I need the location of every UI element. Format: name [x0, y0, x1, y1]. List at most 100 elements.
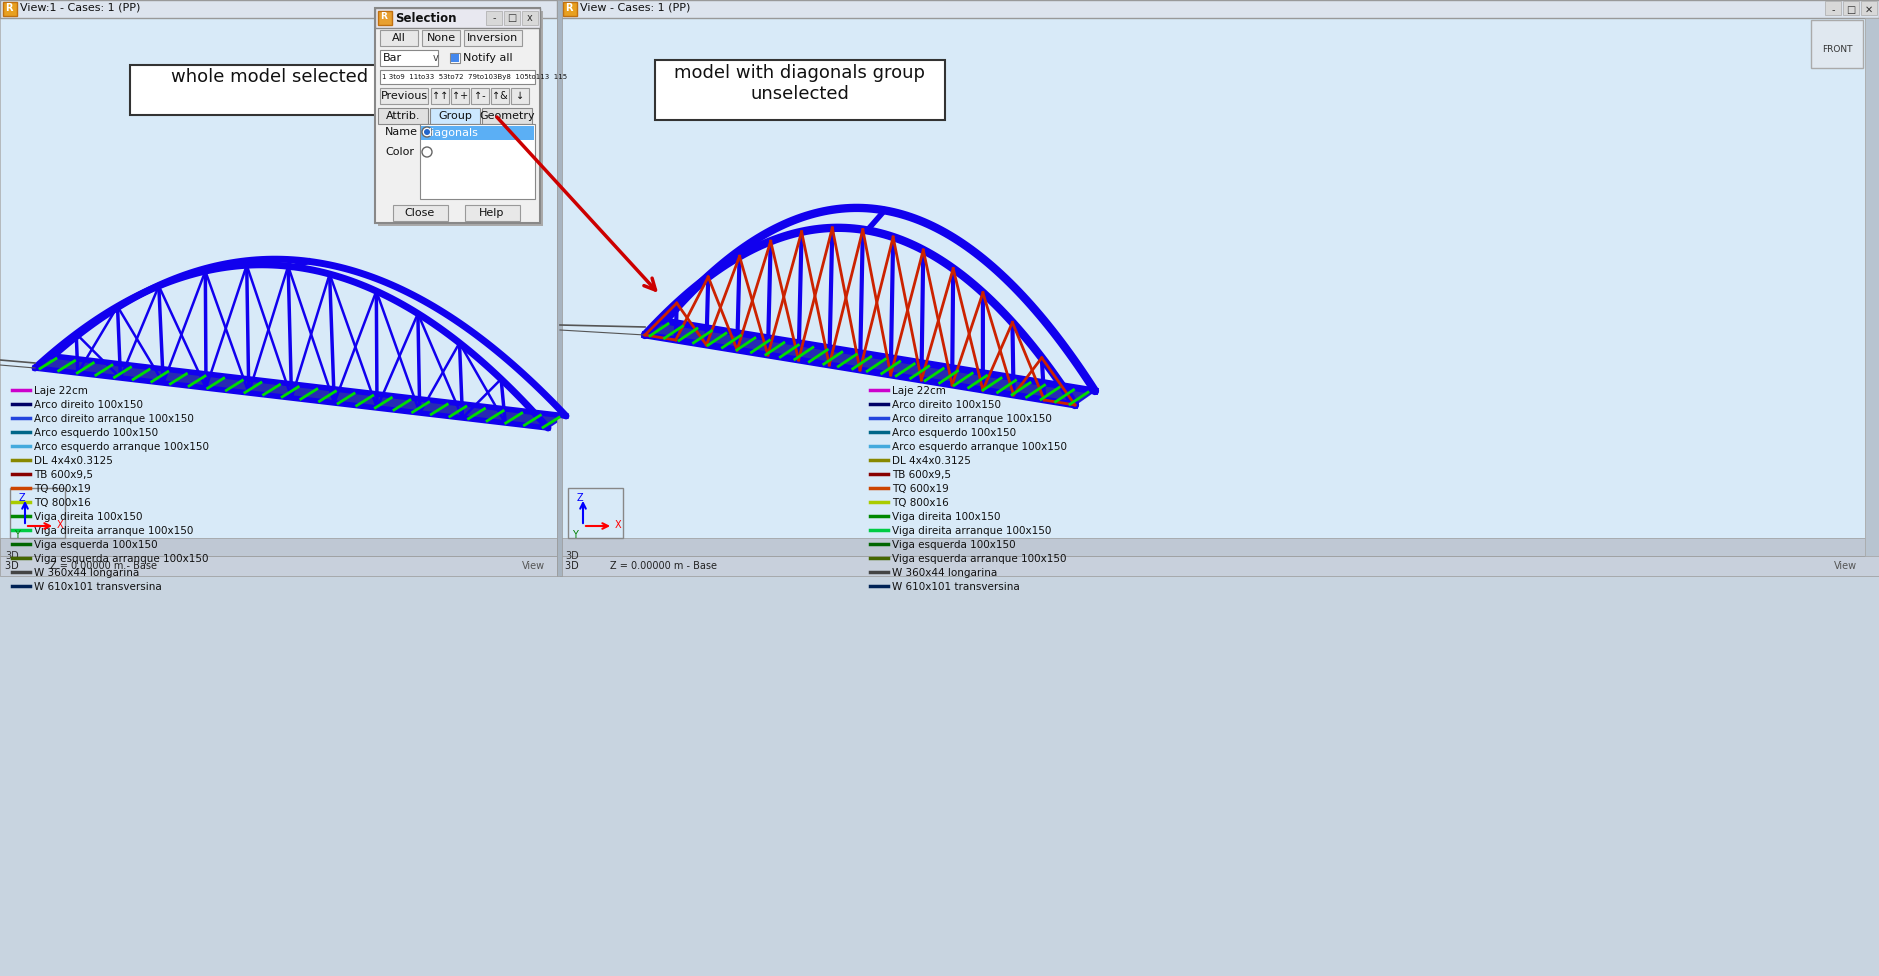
Text: R: R — [380, 12, 387, 21]
Text: diagonals: diagonals — [425, 128, 477, 138]
Bar — [522, 11, 537, 25]
Text: Laje 22cm: Laje 22cm — [893, 386, 945, 396]
Bar — [421, 124, 536, 199]
Text: Y: Y — [13, 530, 21, 540]
Text: ↑+: ↑+ — [453, 91, 468, 101]
Bar — [504, 11, 520, 25]
Text: TQ 600x19: TQ 600x19 — [34, 484, 90, 494]
Bar — [421, 126, 534, 140]
Text: 1 3to9  11to33  53to72  79to103By8  105to113  115: 1 3to9 11to33 53to72 79to103By8 105to113… — [381, 74, 567, 80]
Text: TB 600x9,5: TB 600x9,5 — [34, 470, 92, 480]
Text: Arco esquerdo arranque 100x150: Arco esquerdo arranque 100x150 — [34, 442, 209, 452]
Bar — [376, 8, 539, 28]
Bar — [567, 488, 624, 538]
Bar — [130, 65, 410, 115]
Bar — [380, 30, 417, 46]
Bar — [378, 108, 428, 124]
Bar — [380, 70, 536, 84]
Bar — [451, 88, 470, 104]
Bar — [376, 8, 539, 223]
Bar — [464, 30, 522, 46]
Text: Inversion: Inversion — [468, 33, 519, 43]
Text: None: None — [427, 33, 455, 43]
Text: All: All — [393, 33, 406, 43]
Text: Attrib.: Attrib. — [385, 111, 421, 121]
Bar — [430, 108, 479, 124]
Text: Notify all: Notify all — [462, 53, 513, 63]
Text: View: View — [1834, 561, 1856, 571]
Text: Viga direita arranque 100x150: Viga direita arranque 100x150 — [893, 526, 1052, 536]
Bar — [0, 0, 556, 18]
Bar — [378, 11, 393, 25]
Text: Bar: Bar — [383, 53, 402, 63]
Bar — [464, 205, 520, 221]
Text: X: X — [56, 520, 64, 530]
Bar — [451, 54, 458, 62]
Text: W 610x101 transversina: W 610x101 transversina — [893, 582, 1020, 592]
Text: Arco esquerdo 100x150: Arco esquerdo 100x150 — [893, 428, 1017, 438]
Text: Z: Z — [19, 493, 24, 503]
Bar — [0, 556, 556, 576]
Text: DL 4x4x0.3125: DL 4x4x0.3125 — [34, 456, 113, 466]
Bar — [490, 88, 509, 104]
Bar — [378, 11, 543, 226]
Text: Viga esquerda arranque 100x150: Viga esquerda arranque 100x150 — [34, 554, 209, 564]
Text: Viga esquerda arranque 100x150: Viga esquerda arranque 100x150 — [893, 554, 1067, 564]
Bar — [556, 0, 562, 576]
Text: Arco direito 100x150: Arco direito 100x150 — [893, 400, 1002, 410]
Bar — [560, 0, 1879, 18]
Bar — [1860, 1, 1877, 15]
Text: R: R — [6, 3, 13, 13]
Text: Name: Name — [385, 127, 417, 137]
Text: DL 4x4x0.3125: DL 4x4x0.3125 — [893, 456, 971, 466]
Bar — [423, 30, 460, 46]
Bar — [380, 88, 428, 104]
Bar — [430, 88, 449, 104]
Circle shape — [425, 129, 430, 135]
Text: -: - — [492, 13, 496, 23]
Bar — [656, 60, 945, 120]
Bar — [560, 556, 1879, 576]
Bar — [1866, 18, 1879, 556]
Text: Previous: Previous — [380, 91, 428, 101]
Bar — [560, 18, 1866, 556]
Bar — [483, 108, 532, 124]
Bar — [1825, 1, 1841, 15]
Text: View - Cases: 1 (PP): View - Cases: 1 (PP) — [581, 3, 690, 13]
Text: model with diagonals group
unselected: model with diagonals group unselected — [675, 64, 926, 102]
Polygon shape — [36, 356, 566, 428]
Text: Color: Color — [385, 147, 413, 157]
Text: Viga direita 100x150: Viga direita 100x150 — [893, 512, 1000, 522]
Circle shape — [423, 127, 432, 137]
Bar — [1811, 20, 1862, 68]
Text: Arco direito arranque 100x150: Arco direito arranque 100x150 — [893, 414, 1052, 424]
Bar — [487, 11, 502, 25]
Text: 3D: 3D — [6, 551, 19, 561]
Text: -: - — [1832, 5, 1834, 15]
Text: Z: Z — [577, 493, 582, 503]
Text: ↑&: ↑& — [492, 91, 507, 101]
Text: W 610x101 transversina: W 610x101 transversina — [34, 582, 162, 592]
Text: TB 600x9,5: TB 600x9,5 — [893, 470, 951, 480]
Text: Close: Close — [404, 208, 436, 218]
Text: Viga direita arranque 100x150: Viga direita arranque 100x150 — [34, 526, 194, 536]
Bar — [1843, 1, 1858, 15]
Text: X: X — [614, 520, 622, 530]
Text: Viga direita 100x150: Viga direita 100x150 — [34, 512, 143, 522]
Text: W 360x44 longarina: W 360x44 longarina — [893, 568, 998, 578]
Bar — [4, 2, 17, 16]
Text: FRONT: FRONT — [1823, 46, 1853, 55]
Text: Arco esquerdo arranque 100x150: Arco esquerdo arranque 100x150 — [893, 442, 1067, 452]
Text: whole model selected: whole model selected — [171, 68, 368, 86]
Bar — [393, 205, 447, 221]
Polygon shape — [644, 321, 1095, 405]
Bar — [472, 88, 489, 104]
Text: R: R — [566, 3, 573, 13]
Text: ✕: ✕ — [1866, 5, 1873, 15]
Text: Laje 22cm: Laje 22cm — [34, 386, 88, 396]
Text: ↑↑: ↑↑ — [432, 91, 447, 101]
Bar — [511, 88, 530, 104]
Text: Arco direito arranque 100x150: Arco direito arranque 100x150 — [34, 414, 194, 424]
Text: TQ 800x16: TQ 800x16 — [893, 498, 949, 508]
Bar — [0, 538, 556, 556]
